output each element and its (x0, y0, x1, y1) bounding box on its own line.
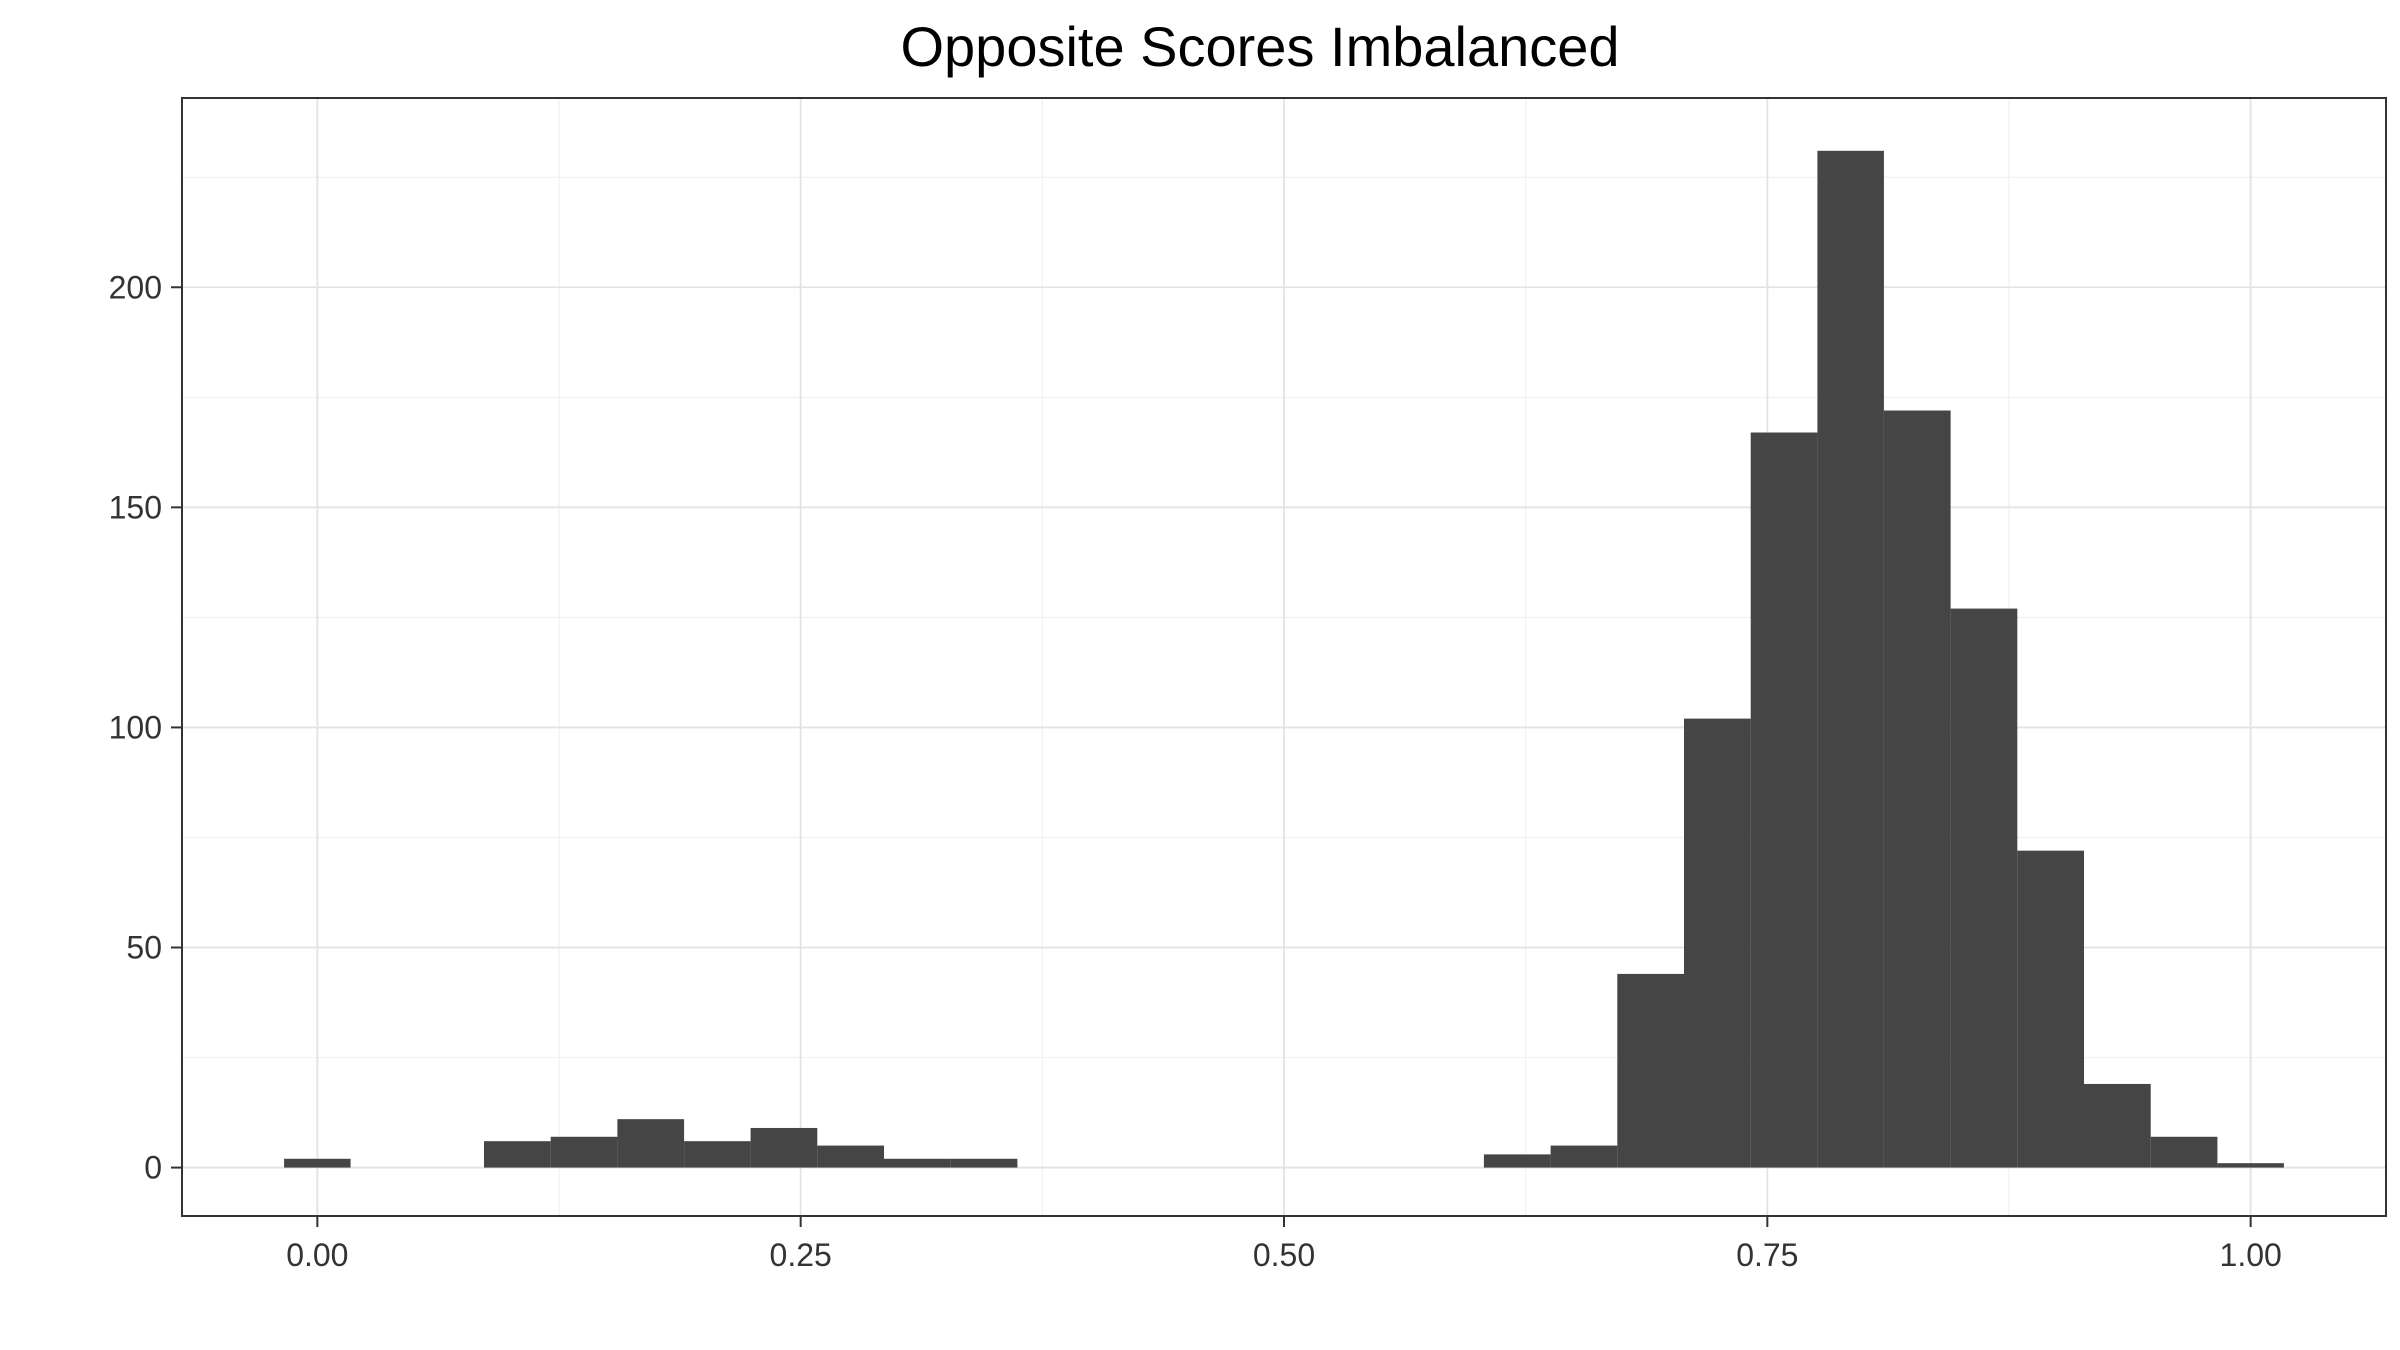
histogram-bar (750, 1127, 818, 1168)
histogram-bars (284, 150, 2284, 1168)
chart-title: Opposite Scores Imbalanced (900, 15, 1619, 78)
histogram-bar (550, 1136, 618, 1168)
x-tick-label: 0.50 (1253, 1237, 1315, 1273)
histogram-bar (1617, 973, 1685, 1168)
x-tick-label: 0.75 (1736, 1237, 1798, 1273)
histogram-bar (883, 1158, 951, 1168)
histogram-bar (284, 1158, 351, 1168)
histogram-bar (617, 1119, 685, 1168)
major-gridlines (182, 98, 2386, 1216)
histogram-bar (2084, 1083, 2151, 1168)
y-tick-label: 0 (144, 1150, 162, 1186)
histogram-bar (2217, 1163, 2284, 1168)
y-tick-label: 50 (126, 930, 162, 966)
histogram-bar (1550, 1145, 1618, 1168)
y-axis: 0 50 100 150 200 (109, 269, 182, 1186)
histogram-bar (483, 1141, 551, 1168)
histogram-bar (1684, 718, 1751, 1168)
histogram-bar (2017, 850, 2085, 1168)
histogram-bar (2150, 1136, 2218, 1168)
x-tick-label: 0.00 (286, 1237, 348, 1273)
histogram-bar (950, 1158, 1018, 1168)
histogram-bar (1817, 150, 1884, 1168)
y-tick-label: 100 (109, 709, 162, 745)
x-axis: 0.00 0.25 0.50 0.75 1.00 (286, 1216, 2282, 1273)
histogram-bar (1483, 1154, 1551, 1168)
y-tick-label: 150 (109, 489, 162, 525)
x-tick-label: 1.00 (2220, 1237, 2282, 1273)
histogram-bar (1950, 608, 2018, 1168)
histogram-bar (1750, 432, 1818, 1168)
histogram-bar (817, 1145, 884, 1168)
y-tick-label: 200 (109, 269, 162, 305)
histogram-bar (684, 1141, 751, 1168)
histogram-bar (1883, 410, 1951, 1168)
x-tick-label: 0.25 (770, 1237, 832, 1273)
